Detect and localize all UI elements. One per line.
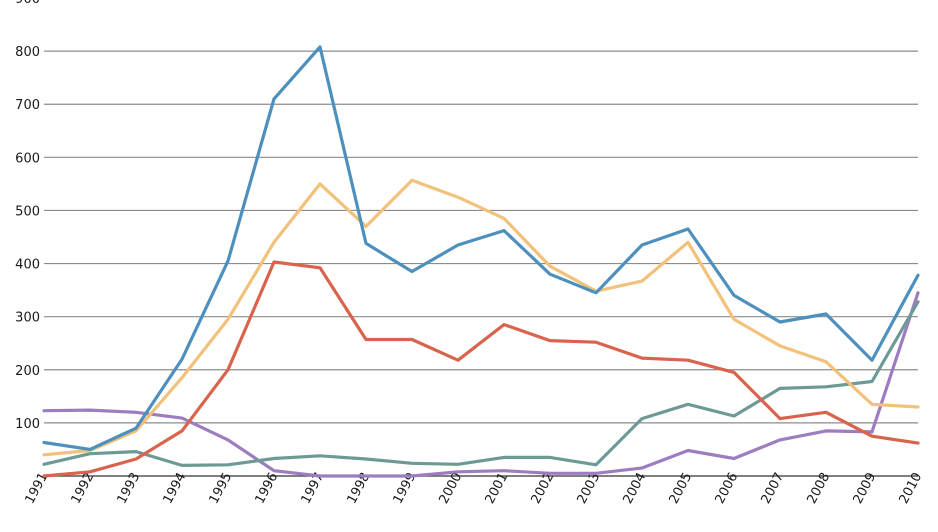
series-line-4 [42, 300, 920, 467]
y-axis: 100 200 300 400 500 600 700 800 900 [15, 0, 40, 432]
y-tick-label: 300 [15, 311, 40, 326]
series-line-1 [42, 45, 920, 451]
series-lines [42, 45, 920, 478]
y-tick-label: 400 [15, 258, 40, 273]
y-tick-label: 700 [15, 98, 40, 113]
x-axis: 1991 1992 1993 1994 1995 1996 1997 1998 1999 2000… [23, 470, 926, 506]
series-line-3 [42, 260, 920, 478]
y-tick-label: 800 [15, 45, 40, 60]
y-tick-label: 200 [15, 364, 40, 379]
y-tick-label: 500 [15, 204, 40, 219]
y-tick-label: 600 [15, 151, 40, 166]
y-tick-label: 900 [15, 0, 40, 7]
grid-lines [44, 50, 918, 424]
series-line-2 [42, 178, 920, 457]
y-tick-label: 100 [15, 417, 40, 432]
